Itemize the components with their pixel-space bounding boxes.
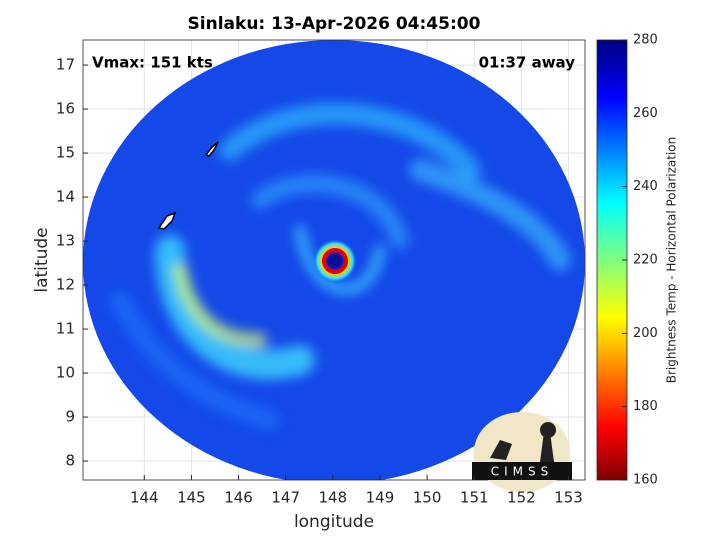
colorbar-tick-label: 160 — [633, 473, 658, 488]
y-axis-label: latitude — [32, 227, 52, 292]
y-tick-label: 14 — [56, 188, 75, 206]
colorbar-label: Brightness Temp - Horizontal Polarizatio… — [665, 137, 679, 384]
x-tick-label: 150 — [413, 489, 442, 507]
colorbar-tick-label: 180 — [633, 399, 658, 414]
cimss-logo: CIMSS — [472, 412, 572, 492]
time-annotation: 01:37 away — [479, 54, 576, 72]
imagery — [83, 40, 585, 480]
x-tick-label: 145 — [177, 489, 206, 507]
y-tick-label: 17 — [56, 56, 75, 74]
x-tick-label: 151 — [460, 489, 489, 507]
y-tick-label: 8 — [65, 452, 75, 470]
x-tick-label: 147 — [271, 489, 300, 507]
x-tick-label: 153 — [554, 489, 583, 507]
colorbar-tick-label: 220 — [633, 253, 658, 268]
map-title: Sinlaku: 13-Apr-2026 04:45:00 — [188, 14, 481, 34]
x-tick-label: 152 — [507, 489, 536, 507]
plot-frame — [82, 39, 586, 481]
y-tick-label: 11 — [56, 320, 75, 338]
x-tick-label: 149 — [366, 489, 395, 507]
y-tick-label: 15 — [56, 144, 75, 162]
y-tick-label: 9 — [65, 408, 75, 426]
colorbar-tick-label: 280 — [633, 33, 658, 48]
x-tick-label: 144 — [130, 489, 159, 507]
x-axis-label: longitude — [294, 512, 374, 532]
colorbar-tick-label: 200 — [633, 326, 658, 341]
colorbar-tick-label: 260 — [633, 106, 658, 121]
y-tick-label: 10 — [56, 364, 75, 382]
vmax-annotation: Vmax: 151 kts — [92, 54, 213, 72]
colorbar-tick-label: 240 — [633, 179, 658, 194]
x-tick-label: 146 — [224, 489, 253, 507]
logo-text: CIMSS — [491, 465, 554, 479]
x-tick-label: 148 — [319, 489, 348, 507]
y-tick-label: 12 — [56, 276, 75, 294]
y-tick-label: 16 — [56, 100, 75, 118]
y-tick-label: 13 — [56, 232, 75, 250]
